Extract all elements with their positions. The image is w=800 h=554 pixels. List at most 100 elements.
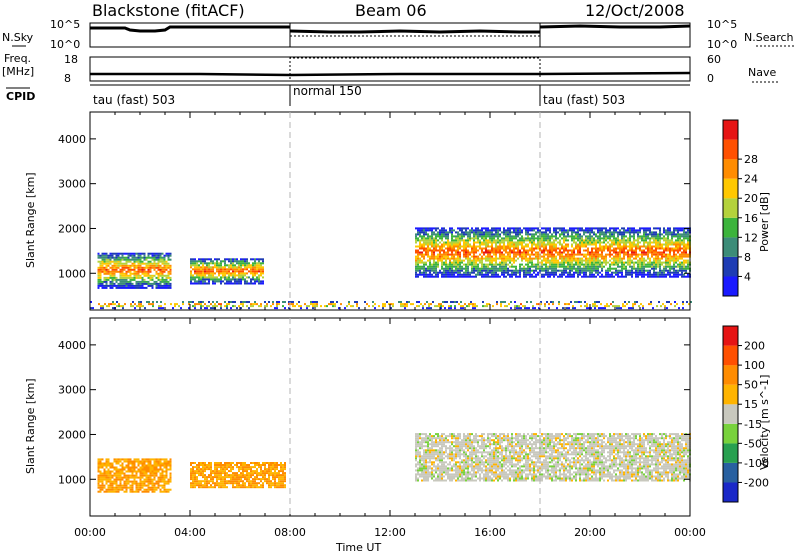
power-cell [541,275,543,278]
power-cell [613,275,615,278]
velocity-cell [192,468,194,471]
power-cell [561,253,563,256]
power-cell [549,261,551,264]
power-cell [244,262,246,265]
power-cell [565,239,567,242]
power-cell [216,276,218,279]
power-cell [507,273,509,276]
power-cell [441,255,443,258]
power-cell [155,256,158,259]
power-cell [483,263,485,266]
power-cell [431,275,433,278]
power-cell [441,257,443,260]
power-cell [212,272,214,275]
power-cell [585,245,587,248]
power-cell [455,241,457,244]
velocity-cell [135,480,138,483]
velocity-cell [139,474,142,477]
power-cell [178,305,180,308]
power-cell [533,265,535,268]
power-cell [679,273,681,276]
power-cell [248,282,250,285]
power-cell [254,258,256,261]
power-cell [608,305,610,308]
power-cell [642,305,644,308]
power-cell [417,249,419,252]
power-cell [639,235,641,238]
power-cell [272,303,274,306]
velocity-cell [161,462,164,465]
power-cell [591,247,593,250]
power-cell [477,231,479,234]
power-cell [529,259,531,262]
power-cell [429,227,431,230]
power-cell [635,255,637,258]
velocity-cell [198,480,200,483]
power-cell [566,307,568,310]
power-cell [474,305,476,308]
power-cell [495,271,497,274]
power-cell [659,251,661,254]
power-cell [611,241,613,244]
power-cell [119,262,122,265]
power-cell [138,303,140,306]
power-cell [200,258,202,261]
power-cell [529,227,531,230]
power-cell [127,256,130,259]
power-cell [169,282,172,285]
power-cell [547,261,549,264]
power-cell [594,301,596,303]
power-cell [593,231,595,234]
power-cell [155,272,158,275]
power-cell [531,259,533,262]
power-cell [244,301,246,303]
power-cbar-segment [723,139,738,160]
velocity-cell [216,484,218,487]
power-cell [99,274,102,277]
power-cell [332,301,334,303]
power-cell [459,273,461,276]
power-cell [641,255,643,258]
velocity-cell [125,476,128,479]
power-cell [563,229,565,232]
power-cell [147,276,150,279]
power-cell [537,261,539,264]
power-cell [503,257,505,260]
power-cell [167,252,170,255]
velocity-cell [145,464,148,467]
power-cbar-segment [723,178,738,199]
power-cell [643,273,645,276]
power-cell [113,266,116,269]
velocity-cell [133,460,136,463]
power-cell [611,245,613,248]
power-cell [465,245,467,248]
power-cell [139,264,142,267]
power-cell [629,271,631,274]
power-cell [167,254,170,257]
velocity-cell [214,474,216,477]
power-cell [601,265,603,268]
power-cell [417,273,419,276]
power-cell [625,267,627,270]
power-cell [537,247,539,250]
power-cell [111,278,114,281]
power-cell [613,271,615,274]
velocity-cell [141,482,144,485]
power-cell [497,245,499,248]
power-cell [577,235,579,238]
power-cell [541,243,543,246]
power-cell [224,272,226,275]
power-cell [643,235,645,238]
velocity-cell [117,476,120,479]
power-cell [429,243,431,246]
power-cell [326,305,328,308]
power-cell [649,265,651,268]
power-cell [627,231,629,234]
power-cell [497,227,499,230]
power-cell [561,261,563,264]
power-cell [119,284,122,287]
power-cell [563,259,565,262]
power-cell [597,235,599,238]
power-cell [151,278,154,281]
power-cell [683,275,685,278]
